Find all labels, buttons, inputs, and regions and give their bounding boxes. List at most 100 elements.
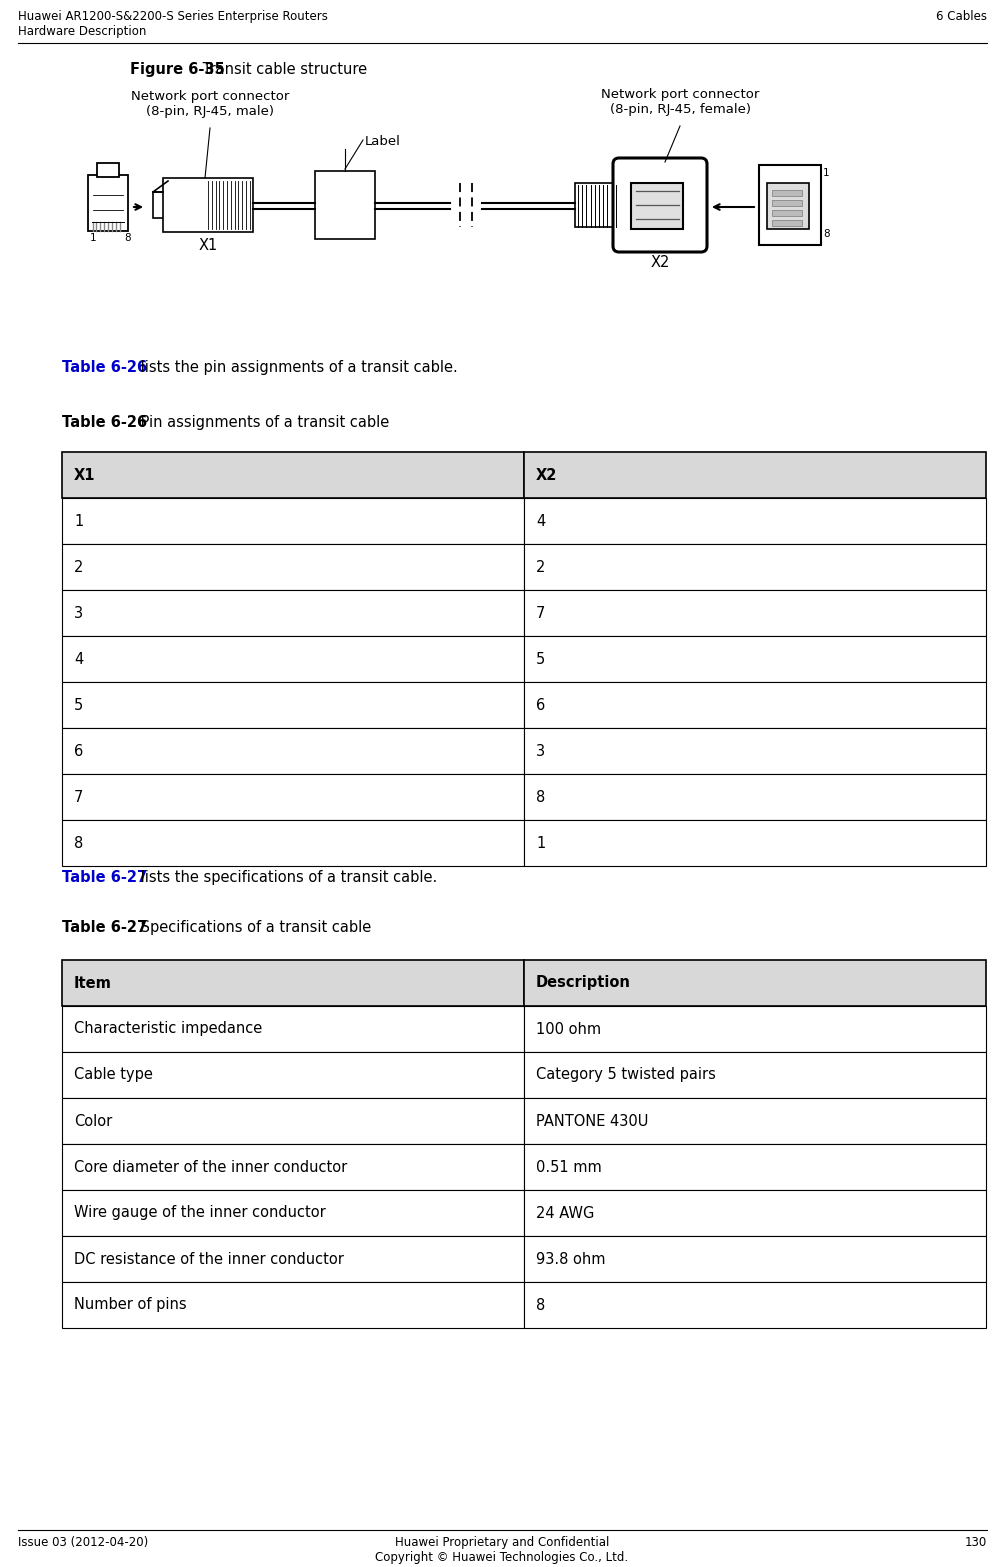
Bar — [62, 1144, 524, 1189]
Bar — [62, 498, 524, 544]
Bar — [759, 165, 821, 244]
Bar — [62, 1189, 524, 1236]
Text: Issue 03 (2012-04-20): Issue 03 (2012-04-20) — [18, 1536, 149, 1550]
Text: Cable type: Cable type — [74, 1067, 153, 1083]
Bar — [62, 820, 524, 867]
Bar — [524, 1051, 986, 1098]
Text: 6 Cables: 6 Cables — [936, 9, 987, 24]
Bar — [575, 183, 620, 227]
Text: 5: 5 — [536, 652, 546, 666]
Text: 6: 6 — [536, 697, 546, 713]
Text: lists the specifications of a transit cable.: lists the specifications of a transit ca… — [136, 870, 437, 885]
Bar — [524, 451, 986, 498]
Bar — [315, 171, 375, 240]
Bar — [62, 682, 524, 729]
Text: Core diameter of the inner conductor: Core diameter of the inner conductor — [74, 1160, 348, 1175]
Text: 6: 6 — [74, 743, 83, 758]
Text: DC resistance of the inner conductor: DC resistance of the inner conductor — [74, 1252, 344, 1266]
Text: 2: 2 — [536, 559, 546, 575]
Text: 3: 3 — [74, 605, 83, 621]
Bar — [62, 451, 524, 498]
Bar — [524, 729, 986, 774]
Bar — [772, 210, 802, 216]
Text: Huawei Proprietary and Confidential
Copyright © Huawei Technologies Co., Ltd.: Huawei Proprietary and Confidential Copy… — [376, 1536, 628, 1564]
Bar — [524, 961, 986, 1006]
Bar — [524, 1236, 986, 1282]
Text: Specifications of a transit cable: Specifications of a transit cable — [136, 920, 371, 935]
Bar — [772, 219, 802, 226]
Bar — [62, 1051, 524, 1098]
Bar — [88, 176, 128, 230]
Text: X1: X1 — [198, 238, 218, 252]
Text: Network port connector
(8-pin, RJ-45, male): Network port connector (8-pin, RJ-45, ma… — [131, 89, 289, 118]
Bar — [524, 636, 986, 682]
Text: Label: Label — [365, 135, 401, 147]
Text: 4: 4 — [74, 652, 83, 666]
Text: 7: 7 — [74, 790, 83, 804]
Text: Table 6-26: Table 6-26 — [62, 415, 147, 429]
Bar — [524, 1006, 986, 1051]
Text: 8: 8 — [74, 835, 83, 851]
Bar — [62, 591, 524, 636]
Bar — [62, 636, 524, 682]
Bar — [62, 961, 524, 1006]
Text: 1: 1 — [74, 514, 83, 528]
Text: Hardware Description: Hardware Description — [18, 25, 147, 38]
Text: 7: 7 — [536, 605, 546, 621]
Text: 24 AWG: 24 AWG — [536, 1205, 594, 1221]
Text: Huawei AR1200-S&2200-S Series Enterprise Routers: Huawei AR1200-S&2200-S Series Enterprise… — [18, 9, 328, 24]
Bar — [524, 544, 986, 591]
Bar — [524, 498, 986, 544]
Bar — [524, 682, 986, 729]
Text: 4: 4 — [536, 514, 546, 528]
Bar — [772, 201, 802, 205]
Bar — [62, 544, 524, 591]
Text: Table 6-26: Table 6-26 — [62, 360, 147, 375]
Text: PANTONE 430U: PANTONE 430U — [536, 1114, 648, 1128]
Bar — [524, 774, 986, 820]
Text: 1: 1 — [90, 233, 96, 243]
Bar — [631, 183, 683, 229]
Text: 8: 8 — [124, 233, 131, 243]
FancyBboxPatch shape — [613, 158, 707, 252]
Bar — [524, 1144, 986, 1189]
Text: 8: 8 — [536, 790, 546, 804]
Bar — [97, 163, 119, 177]
Text: Table 6-27: Table 6-27 — [62, 920, 147, 935]
Bar — [62, 774, 524, 820]
Bar — [62, 729, 524, 774]
Text: Item: Item — [74, 976, 112, 990]
Text: Description: Description — [536, 976, 631, 990]
Text: Network port connector
(8-pin, RJ-45, female): Network port connector (8-pin, RJ-45, fe… — [601, 88, 759, 116]
Text: 8: 8 — [536, 1297, 546, 1313]
Bar — [524, 820, 986, 867]
Text: 93.8 ohm: 93.8 ohm — [536, 1252, 605, 1266]
Text: 130: 130 — [965, 1536, 987, 1550]
Text: 8: 8 — [823, 229, 829, 240]
Text: 1: 1 — [536, 835, 546, 851]
Text: 1: 1 — [823, 168, 829, 179]
Text: Characteristic impedance: Characteristic impedance — [74, 1022, 262, 1036]
Text: X1: X1 — [74, 467, 95, 483]
Text: Table 6-27: Table 6-27 — [62, 870, 147, 885]
Bar — [767, 183, 809, 229]
Text: Transit cable structure: Transit cable structure — [198, 63, 367, 77]
Bar — [62, 1236, 524, 1282]
Bar — [62, 1098, 524, 1144]
Bar — [163, 179, 253, 232]
Bar — [772, 190, 802, 196]
Text: X2: X2 — [536, 467, 558, 483]
Bar — [153, 193, 165, 218]
Text: Pin assignments of a transit cable: Pin assignments of a transit cable — [136, 415, 389, 429]
Text: Wire gauge of the inner conductor: Wire gauge of the inner conductor — [74, 1205, 326, 1221]
Text: lists the pin assignments of a transit cable.: lists the pin assignments of a transit c… — [136, 360, 457, 375]
Text: 100 ohm: 100 ohm — [536, 1022, 601, 1036]
Bar — [524, 1282, 986, 1327]
Text: 5: 5 — [74, 697, 83, 713]
Bar — [524, 1189, 986, 1236]
Text: 3: 3 — [536, 743, 545, 758]
Text: Number of pins: Number of pins — [74, 1297, 187, 1313]
Text: Category 5 twisted pairs: Category 5 twisted pairs — [536, 1067, 716, 1083]
Text: 0.51 mm: 0.51 mm — [536, 1160, 602, 1175]
Bar — [62, 1006, 524, 1051]
